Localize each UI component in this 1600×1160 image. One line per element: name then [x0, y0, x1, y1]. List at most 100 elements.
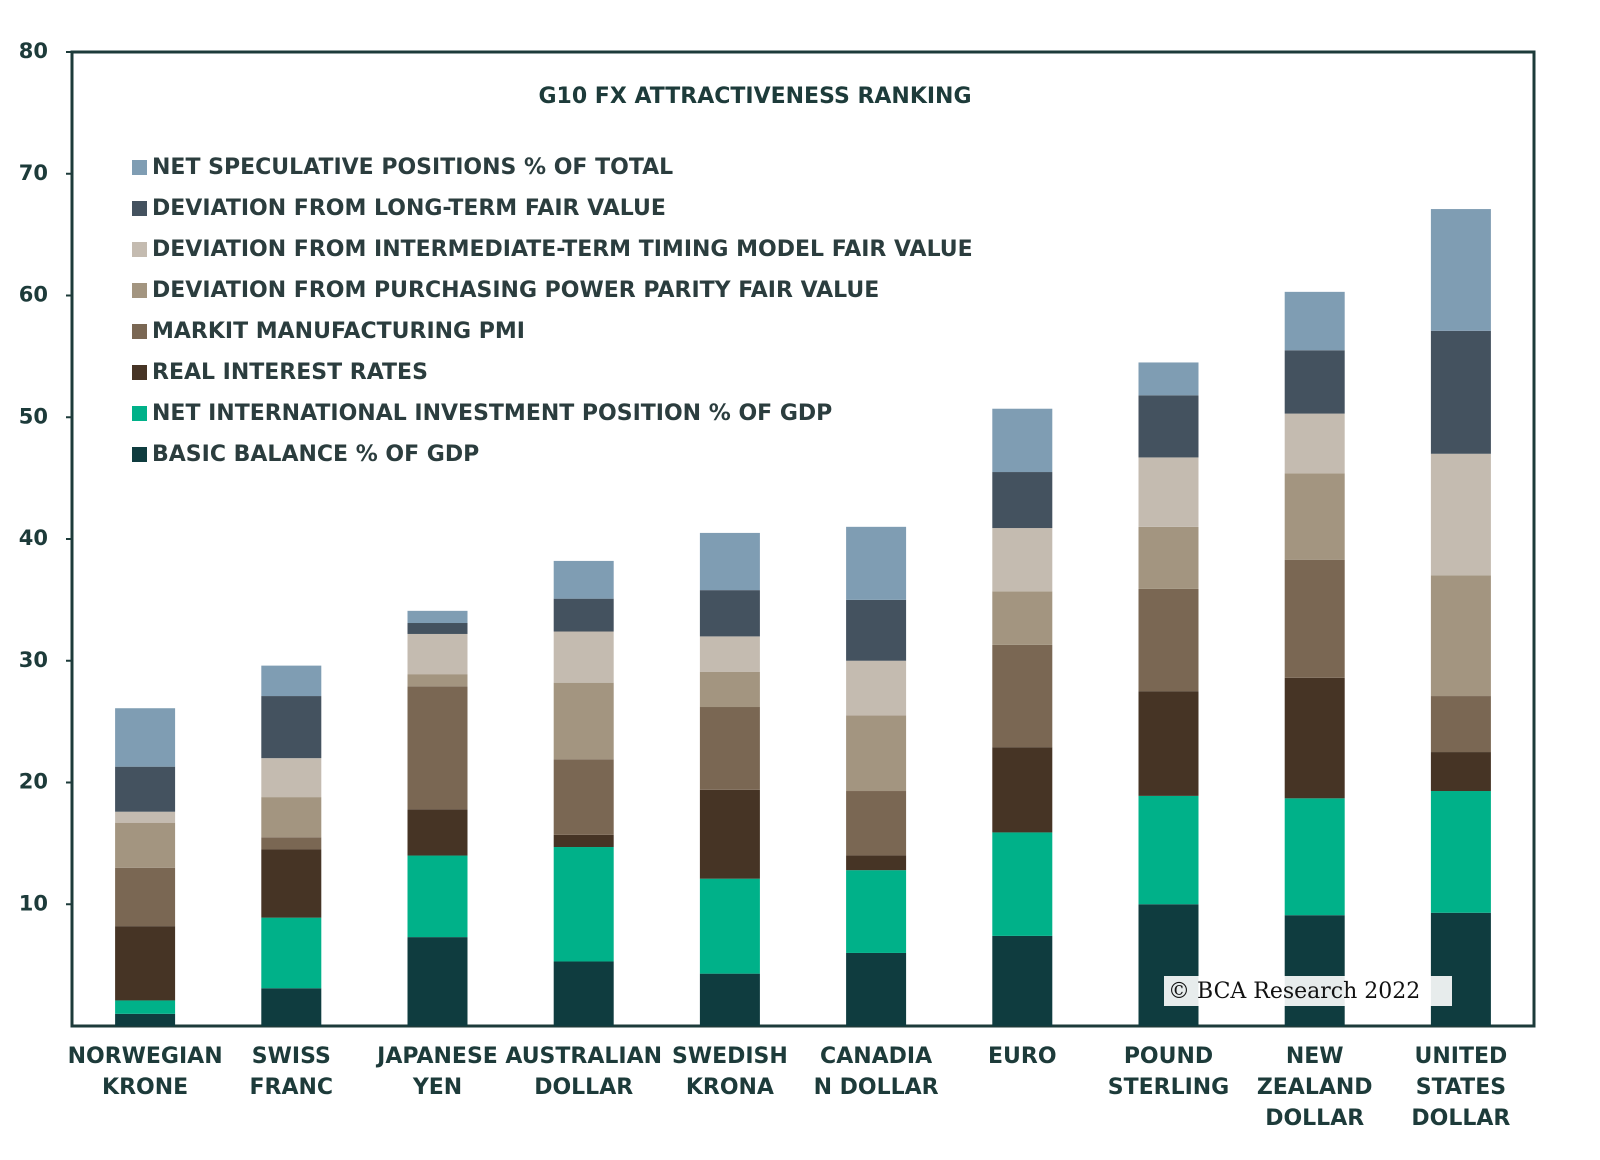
- x-tick-label-line: EURO: [988, 1044, 1057, 1069]
- bar-segment: [1430, 912, 1491, 1026]
- bar-segment: [407, 855, 468, 938]
- bar-segment: [407, 686, 468, 810]
- legend-label: DEVIATION FROM PURCHASING POWER PARITY F…: [152, 278, 879, 303]
- bar-segment: [1284, 473, 1345, 560]
- legend-swatch: [132, 406, 147, 421]
- legend-swatch: [132, 324, 147, 339]
- x-tick-label-line: KRONA: [686, 1075, 774, 1100]
- bar-segment: [261, 849, 322, 918]
- x-tick-label-line: YEN: [412, 1075, 462, 1100]
- credit-box: [1164, 976, 1452, 1006]
- bar-segment: [699, 590, 760, 637]
- bar-segment: [1138, 457, 1199, 527]
- bar-segment: [115, 926, 176, 1001]
- bar-segment: [553, 631, 614, 683]
- y-tick-label: 20: [19, 770, 48, 794]
- legend-label: DEVIATION FROM LONG-TERM FAIR VALUE: [152, 196, 666, 221]
- x-tick-label-line: KRONE: [102, 1075, 188, 1100]
- bar-segment: [553, 961, 614, 1026]
- bar-segment: [1138, 691, 1199, 796]
- bar-segment: [699, 636, 760, 672]
- bar-segment: [261, 797, 322, 838]
- x-tick-label: SWEDISH KRONA: [672, 1044, 788, 1100]
- bar-segment: [1138, 526, 1199, 589]
- bar-segment: [115, 811, 176, 823]
- x-tick-label-line: CANADIA: [820, 1044, 932, 1069]
- bar-segment: [992, 408, 1053, 473]
- bar-segment: [1284, 677, 1345, 799]
- bar-segment: [261, 988, 322, 1026]
- bar-segment: [407, 674, 468, 687]
- bar-segment: [1430, 209, 1491, 331]
- bar-segment: [846, 855, 907, 871]
- bar-segment: [1284, 350, 1345, 414]
- bar-segment: [846, 791, 907, 856]
- bar-segment: [846, 526, 907, 600]
- x-tick-label-line: SWISS: [252, 1044, 331, 1069]
- bar-segment: [846, 660, 907, 716]
- bar-segment: [992, 832, 1053, 936]
- x-tick-label-line: STERLING: [1108, 1075, 1230, 1100]
- x-tick-label-line: NORWEGIAN: [68, 1044, 223, 1069]
- bar-segment: [115, 1013, 176, 1026]
- bar-segment: [699, 973, 760, 1026]
- bar-segment: [115, 822, 176, 868]
- bar-segment: [261, 696, 322, 759]
- bar-segment: [407, 610, 468, 624]
- x-tick-label: NORWEGIAN KRONE: [68, 1044, 223, 1100]
- chart-title: G10 FX ATTRACTIVENESS RANKING: [538, 84, 971, 109]
- bar-segment: [992, 472, 1053, 529]
- legend-swatch: [132, 447, 147, 462]
- bar-segment: [992, 935, 1053, 1026]
- bar-segment: [115, 708, 176, 767]
- bar-segment: [407, 633, 468, 675]
- x-tick-label: NEW ZEALAND DOLLAR: [1257, 1044, 1373, 1131]
- bar-segment: [1138, 904, 1199, 1026]
- x-tick-label: SWISS FRANC: [250, 1044, 334, 1100]
- bar-segment: [1138, 795, 1199, 905]
- bar-segment: [553, 598, 614, 632]
- bar-segment: [115, 766, 176, 812]
- bar-segment: [699, 878, 760, 974]
- bar-segment: [1430, 330, 1491, 454]
- bar-segment: [699, 707, 760, 790]
- bar-segment: [261, 758, 322, 798]
- bar-segment: [846, 952, 907, 1026]
- bar-segment: [846, 715, 907, 792]
- bar-segment: [1138, 588, 1199, 692]
- bar-segment: [992, 747, 1053, 833]
- legend-swatch: [132, 283, 147, 298]
- y-tick-label: 60: [19, 283, 48, 307]
- bar-segment: [115, 1000, 176, 1014]
- y-tick-label: 30: [19, 648, 48, 672]
- x-tick-label: AUSTRALIAN DOLLAR: [505, 1044, 662, 1100]
- x-tick-label-line: N DOLLAR: [814, 1075, 939, 1100]
- legend-label: REAL INTEREST RATES: [152, 360, 428, 385]
- bar-segment: [1430, 575, 1491, 697]
- y-tick-label: 50: [19, 404, 48, 428]
- x-tick-label-line: JAPANESE: [375, 1044, 498, 1069]
- bar-segment: [1430, 791, 1491, 913]
- x-tick-label: POUND STERLING: [1108, 1044, 1230, 1100]
- x-tick-label-line: DOLLAR: [534, 1075, 633, 1100]
- bar-segment: [115, 867, 176, 927]
- bar-segment: [699, 789, 760, 879]
- bar-segment: [553, 682, 614, 760]
- bar-segment: [699, 532, 760, 591]
- x-tick-label-line: STATES: [1416, 1075, 1506, 1100]
- bar-segment: [992, 528, 1053, 592]
- bar-segment: [699, 671, 760, 708]
- bar-segment: [1284, 291, 1345, 351]
- bar-segment: [846, 870, 907, 953]
- bar-segment: [407, 809, 468, 856]
- bar-segment: [1138, 362, 1199, 396]
- legend-swatch: [132, 365, 147, 380]
- legend-swatch: [132, 201, 147, 216]
- x-tick-label: EURO: [988, 1044, 1057, 1069]
- legend-swatch: [132, 242, 147, 257]
- y-tick-label: 10: [19, 891, 48, 915]
- bar-segment: [553, 847, 614, 962]
- bar-segment: [1284, 798, 1345, 916]
- x-tick-label-line: FRANC: [250, 1075, 334, 1100]
